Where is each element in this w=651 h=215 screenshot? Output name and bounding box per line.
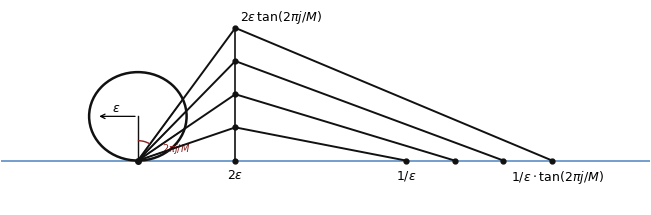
Text: $2\pi j/M$: $2\pi j/M$: [162, 142, 191, 156]
Text: $2\epsilon$: $2\epsilon$: [227, 169, 243, 182]
Text: $\epsilon$: $\epsilon$: [112, 102, 120, 115]
Text: $1/\epsilon$: $1/\epsilon$: [396, 169, 416, 183]
Text: $1/\epsilon\cdot\tan(2\pi j/M)$: $1/\epsilon\cdot\tan(2\pi j/M)$: [510, 169, 603, 186]
Text: $2\epsilon\,\tan(2\pi j/M)$: $2\epsilon\,\tan(2\pi j/M)$: [240, 9, 322, 26]
